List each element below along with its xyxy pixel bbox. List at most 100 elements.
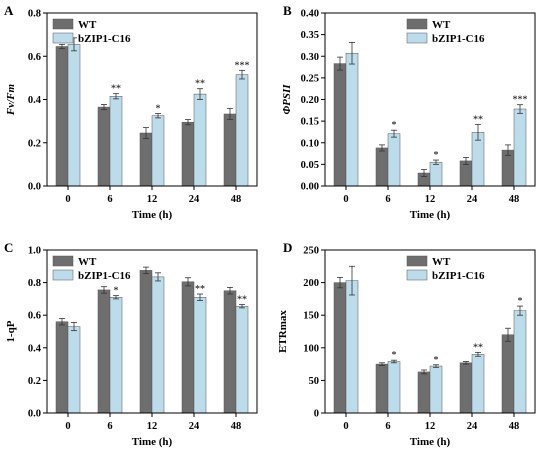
bar-bZIP1-C16-0 [67, 44, 81, 187]
legend-swatch-bZIP1-C16 [52, 269, 74, 281]
y-tick-label: 0 [314, 409, 319, 420]
panel-label: A [4, 3, 14, 18]
x-tick-label: 24 [467, 194, 478, 205]
y-tick-label: 0.10 [301, 138, 319, 149]
legend-label: bZIP1-C16 [78, 33, 131, 45]
bar-WT-24 [181, 121, 195, 187]
significance-marker: *** [513, 95, 528, 106]
y-tick-label: 50 [309, 376, 320, 387]
significance-marker: ** [237, 295, 247, 306]
y-tick-label: 0.0 [28, 409, 41, 420]
bar-WT-48 [501, 334, 515, 414]
significance-marker: ** [111, 84, 121, 95]
bar-bZIP1-C16-6 [109, 297, 123, 414]
x-tick-label: 6 [385, 194, 390, 205]
significance-marker: ** [195, 284, 205, 295]
panel-D: D 0 * 6 * 12 ** 24 * 48 0 50 100 150 200 250 Time (h) ETR… [277, 240, 536, 448]
bar-bZIP1-C16-24 [193, 297, 207, 414]
panel-B: B 0 * 6 * 12 ** 24 *** 48 0.00 0.05 0.10 0.15 0.20 0.25… [281, 3, 536, 221]
bar-WT-48 [223, 290, 237, 414]
legend-swatch-WT [52, 255, 74, 267]
bar-WT-6 [375, 363, 389, 414]
significance-marker: ** [195, 79, 205, 90]
bar-bZIP1-C16-0 [67, 326, 81, 414]
bar-bZIP1-C16-0 [345, 280, 359, 414]
x-axis-label: Time (h) [132, 209, 173, 221]
bar-WT-24 [459, 362, 473, 414]
legend-label: WT [432, 19, 451, 31]
bar-bZIP1-C16-48 [235, 305, 249, 414]
y-tick-label: 0.00 [301, 182, 319, 193]
x-tick-label: 6 [107, 421, 112, 432]
y-tick-label: 0.40 [301, 9, 319, 20]
y-tick-label: 0.35 [301, 30, 319, 41]
significance-marker: *** [235, 60, 250, 71]
x-tick-label: 12 [425, 421, 436, 432]
x-tick-label: 6 [385, 421, 390, 432]
panel-A: A 0 ** 6 * 12 ** 24 *** 48 0.0 0.2 0.4 0.6 0.8 Time (h)… [4, 3, 258, 221]
legend-swatch-WT [406, 255, 428, 267]
significance-marker: * [392, 120, 397, 131]
bar-bZIP1-C16-48 [513, 310, 527, 414]
x-tick-label: 0 [343, 421, 348, 432]
significance-marker: * [156, 104, 161, 115]
bar-bZIP1-C16-6 [387, 361, 401, 414]
y-tick-label: 0.4 [28, 95, 42, 106]
bar-bZIP1-C16-12 [151, 276, 165, 414]
significance-marker: * [392, 350, 397, 361]
bar-WT-0 [333, 63, 347, 187]
x-tick-label: 48 [509, 194, 520, 205]
x-tick-label: 48 [509, 421, 520, 432]
significance-marker: * [434, 355, 439, 366]
x-tick-label: 0 [65, 421, 70, 432]
y-tick-label: 200 [303, 278, 319, 289]
panel-label: D [283, 240, 292, 255]
legend-label: WT [432, 256, 451, 268]
bar-WT-0 [55, 46, 69, 187]
bar-bZIP1-C16-0 [345, 52, 359, 187]
bar-WT-24 [181, 281, 195, 414]
y-tick-label: 0.05 [301, 160, 319, 171]
significance-marker: ** [473, 115, 483, 126]
x-axis-label: Time (h) [410, 209, 451, 221]
x-tick-label: 0 [343, 194, 348, 205]
x-tick-label: 6 [107, 194, 112, 205]
x-tick-label: 48 [231, 194, 242, 205]
bar-bZIP1-C16-48 [513, 108, 527, 187]
bar-bZIP1-C16-24 [471, 354, 485, 414]
y-axis-label: ΦPSII [281, 84, 293, 115]
x-axis-label: Time (h) [132, 436, 173, 448]
significance-marker: * [434, 150, 439, 161]
panel-label: C [4, 240, 13, 255]
bar-bZIP1-C16-12 [151, 115, 165, 187]
y-tick-label: 0.2 [28, 138, 41, 149]
plot-frame [46, 249, 258, 414]
y-axis-label: 1-qP [5, 320, 17, 342]
y-tick-label: 1.0 [28, 246, 41, 257]
bar-bZIP1-C16-6 [109, 96, 123, 187]
bar-WT-48 [223, 113, 237, 187]
y-tick-label: 0.20 [301, 95, 319, 106]
significance-marker: ** [473, 342, 483, 353]
y-axis-label: Fv/Fm [5, 83, 17, 116]
bar-bZIP1-C16-24 [193, 93, 207, 187]
bar-WT-6 [97, 289, 111, 414]
legend-label: WT [78, 19, 97, 31]
x-tick-label: 24 [189, 421, 200, 432]
y-tick-label: 250 [303, 246, 319, 257]
x-tick-label: 0 [65, 194, 70, 205]
y-tick-label: 150 [303, 311, 319, 322]
bar-bZIP1-C16-12 [429, 365, 443, 414]
bar-bZIP1-C16-48 [235, 74, 249, 187]
bar-WT-0 [333, 282, 347, 414]
y-tick-label: 0.30 [301, 52, 319, 63]
y-tick-label: 0.0 [28, 182, 41, 193]
y-tick-label: 0.15 [301, 117, 319, 128]
plot-frame [46, 12, 258, 187]
plot-frame [324, 12, 536, 187]
legend-swatch-WT [406, 18, 428, 30]
panel-label: B [283, 3, 292, 18]
bar-bZIP1-C16-6 [387, 133, 401, 187]
bar-WT-12 [139, 270, 153, 414]
